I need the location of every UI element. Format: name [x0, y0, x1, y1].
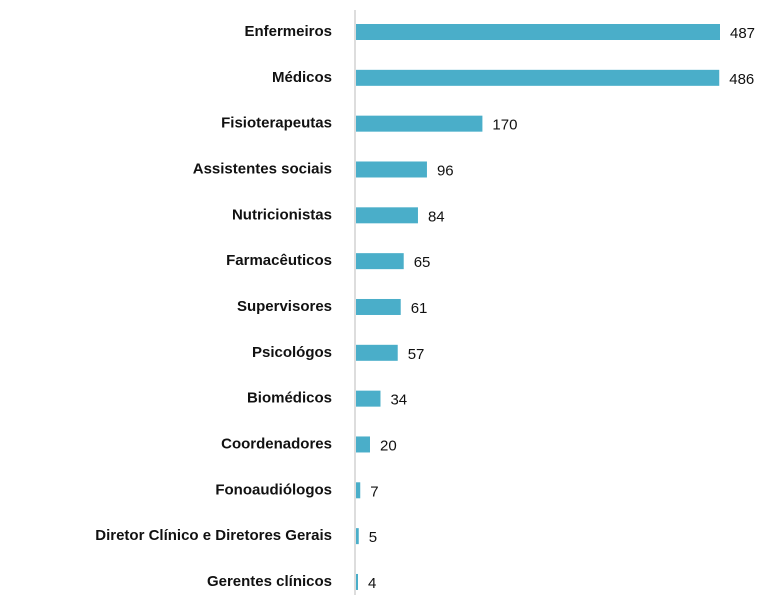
category-label: Gerentes clínicos [207, 573, 332, 590]
bar [356, 24, 720, 40]
category-label: Supervisores [237, 298, 332, 315]
category-label: Fonoaudiólogos [215, 481, 332, 498]
category-label: Farmacêuticos [226, 252, 332, 269]
value-label: 65 [414, 254, 431, 271]
value-label: 7 [370, 483, 378, 500]
value-label: 20 [380, 437, 397, 454]
bar [356, 390, 381, 407]
value-label: 96 [437, 162, 454, 179]
bar [356, 115, 483, 132]
bar [356, 69, 720, 86]
category-label: Psicológos [252, 344, 332, 361]
value-label: 487 [730, 25, 755, 42]
category-label: Coordenadores [221, 435, 332, 452]
bar [356, 207, 418, 224]
value-label: 57 [408, 346, 425, 363]
category-label: Biomédicos [247, 390, 332, 407]
bar [356, 298, 401, 315]
bar [356, 253, 404, 270]
bar [356, 436, 370, 453]
category-label: Diretor Clínico e Diretores Gerais [95, 527, 332, 544]
category-label: Nutricionistas [232, 206, 332, 223]
value-label: 34 [390, 392, 407, 409]
bar [356, 573, 358, 590]
bar [356, 482, 361, 499]
value-label: 4 [368, 575, 376, 592]
category-label: Assistentes sociais [193, 160, 332, 177]
value-label: 84 [428, 208, 445, 225]
category-label: Enfermeiros [244, 23, 332, 40]
category-label: Fisioterapeutas [221, 115, 332, 132]
bar [356, 161, 427, 178]
value-label: 61 [411, 300, 428, 317]
category-label: Médicos [272, 69, 332, 86]
bar [356, 344, 398, 361]
bar [356, 528, 359, 545]
value-label: 5 [369, 529, 377, 546]
value-label: 170 [492, 117, 517, 134]
value-label: 486 [729, 71, 754, 88]
